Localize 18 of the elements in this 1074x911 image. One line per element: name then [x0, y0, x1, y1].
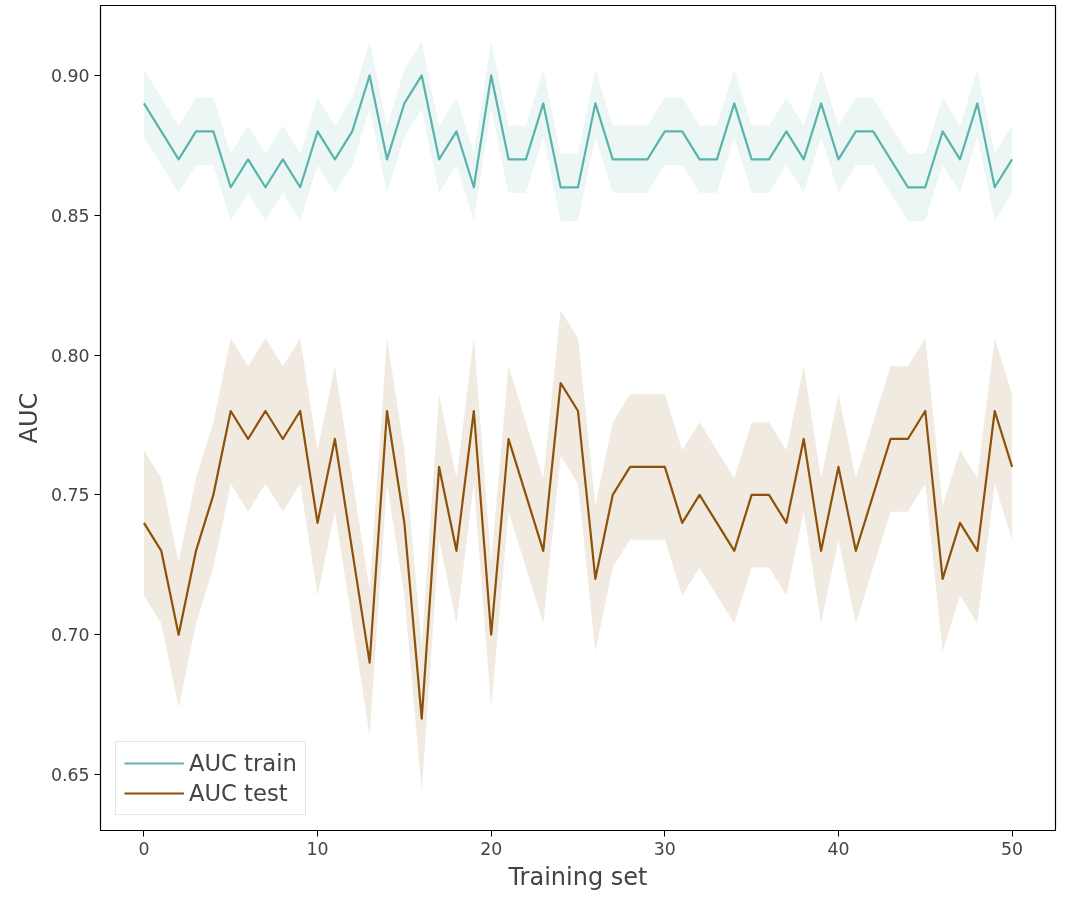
- y-axis-title: AUC: [14, 392, 43, 444]
- x-tick-label: 50: [1001, 838, 1024, 859]
- y-tick-label: 0.75: [50, 485, 90, 506]
- x-tick-label: 0: [138, 838, 150, 859]
- y-tick-label: 0.70: [50, 625, 90, 646]
- line-series: [142, 74, 1014, 189]
- y-tick-label: 0.65: [50, 765, 90, 786]
- x-axis-title: Training set: [507, 862, 648, 891]
- y-tick-label: 0.85: [50, 205, 90, 226]
- x-tick-label: 30: [653, 838, 676, 859]
- y-tick-label: 0.80: [50, 345, 90, 366]
- legend-label: AUC test: [189, 780, 288, 806]
- line-series: [142, 381, 1014, 720]
- x-tick-label: 20: [480, 838, 503, 859]
- legend-label: AUC train: [189, 750, 297, 776]
- y-tick-label: 0.90: [50, 65, 90, 86]
- x-tick-label: 40: [827, 838, 850, 859]
- x-tick-label: 10: [306, 838, 329, 859]
